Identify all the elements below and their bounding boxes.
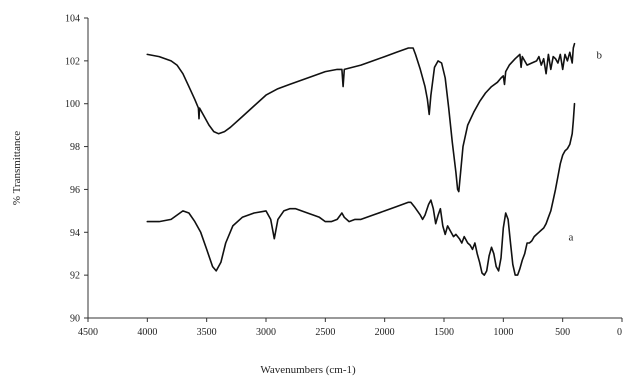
x-tick-label: 1000 — [493, 327, 513, 338]
y-tick-label: 92 — [70, 271, 80, 282]
x-tick-label: 4000 — [137, 327, 157, 338]
y-tick-label: 96 — [70, 185, 80, 196]
x-tick-label: 4500 — [78, 327, 98, 338]
y-tick-label: 100 — [65, 99, 80, 110]
series-label-b: b — [597, 49, 603, 61]
series-line-b — [146, 42, 576, 193]
x-tick-label: 2500 — [315, 327, 335, 338]
x-tick-label: 0 — [617, 327, 622, 338]
series-line-a — [146, 102, 576, 276]
x-axis-title: Wavenumbers (cm-1) — [260, 364, 356, 376]
series-labels: ba — [569, 49, 603, 243]
y-tick-label: 104 — [65, 14, 80, 25]
series-layer — [146, 42, 576, 276]
x-tick-label: 1500 — [434, 327, 454, 338]
x-tick-label: 3000 — [256, 327, 276, 338]
y-tick-label: 102 — [65, 56, 80, 67]
x-tick-label: 3500 — [197, 327, 217, 338]
series-label-a: a — [569, 232, 574, 244]
y-axis-title: % Transmittance — [11, 131, 23, 205]
y-tick-label: 98 — [70, 142, 80, 153]
x-tick-label: 2000 — [375, 327, 395, 338]
y-tick-label: 94 — [70, 228, 80, 239]
axes: 90 92 94 96 98 100 102 104 4500 4000 3500 3000 2500 2… — [65, 14, 623, 338]
x-tick-label: 500 — [555, 327, 570, 338]
y-tick-label: 90 — [70, 314, 80, 325]
